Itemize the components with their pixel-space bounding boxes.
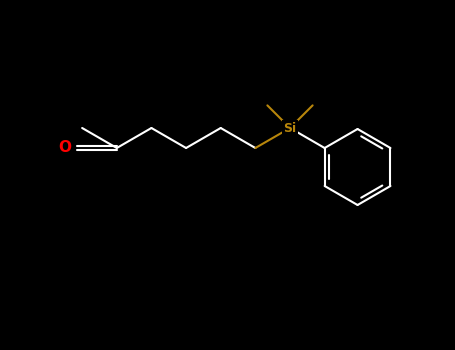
Text: O: O [58,140,71,155]
Text: Si: Si [283,121,297,134]
